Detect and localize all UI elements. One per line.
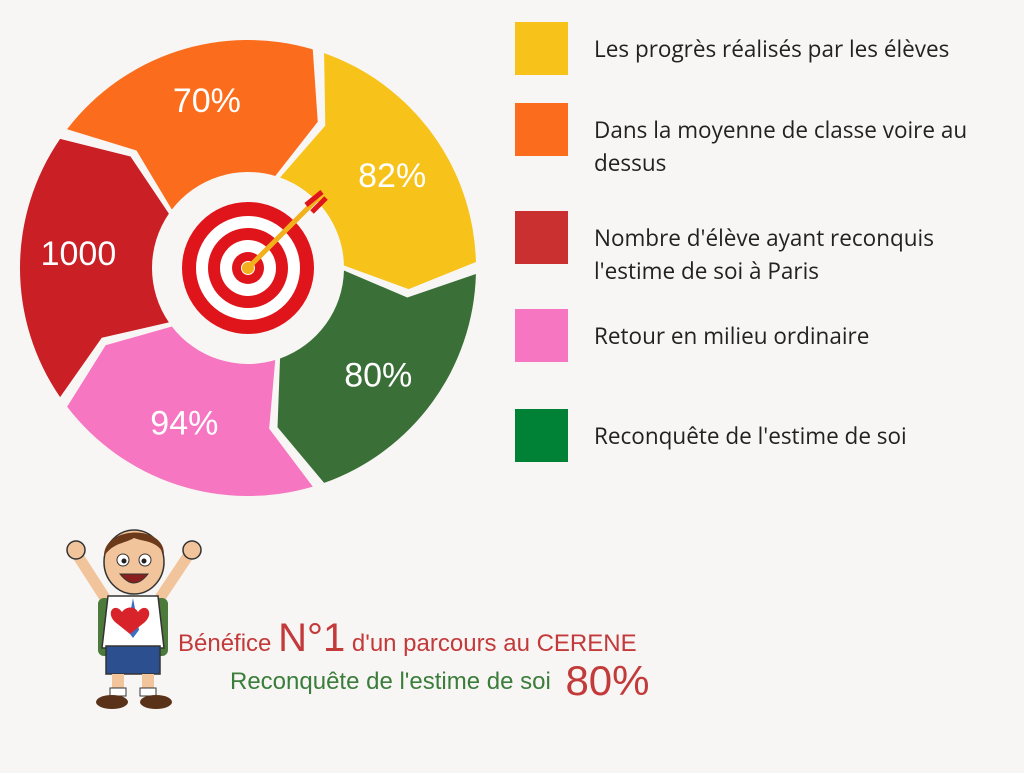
- chart-wheel: 82% 80% 94% 1000 70%: [19, 40, 476, 496]
- segment-value-label: 80%: [344, 356, 412, 394]
- legend-label: Dans la moyenne de classe voire au dessu…: [594, 114, 968, 178]
- segment-value-label: 70%: [173, 82, 241, 120]
- legend-swatch-0: [515, 22, 568, 75]
- segment-value-label: 82%: [358, 157, 426, 195]
- footer-line-2: Reconquête de l'estime de soi 80%: [230, 657, 650, 705]
- legend-swatch-2: [515, 211, 568, 264]
- arrow-icon: [242, 190, 328, 274]
- wheel-segment: [19, 138, 169, 398]
- wheel-segment: [277, 270, 476, 483]
- wheel-segment: [280, 53, 476, 290]
- boy-illustration: [66, 529, 202, 709]
- legend-swatch-4: [515, 409, 568, 462]
- wheel-segment: [67, 326, 313, 496]
- footer-line-2-text: Reconquête de l'estime de soi: [230, 668, 551, 695]
- footer-suffix: d'un parcours au CERENE: [351, 630, 637, 657]
- legend-swatch-3: [515, 309, 568, 362]
- footer-percentage: 80%: [565, 657, 650, 704]
- footer-line-1: Bénéfice N°1 d'un parcours au CERENE: [178, 616, 637, 661]
- segment-value-label: 1000: [41, 235, 117, 273]
- legend-swatch-1: [515, 103, 568, 156]
- footer-prefix: Bénéfice: [178, 630, 272, 657]
- segment-value-label: 94%: [150, 405, 218, 443]
- legend-label: Reconquête de l'estime de soi: [594, 420, 907, 451]
- legend-label: Nombre d'élève ayant reconquis l'estime …: [594, 222, 934, 286]
- legend-label: Les progrès réalisés par les élèves: [594, 33, 950, 64]
- legend-label: Retour en milieu ordinaire: [594, 320, 870, 351]
- footer-rank: N°1: [278, 616, 346, 660]
- wheel-segment: [67, 40, 318, 210]
